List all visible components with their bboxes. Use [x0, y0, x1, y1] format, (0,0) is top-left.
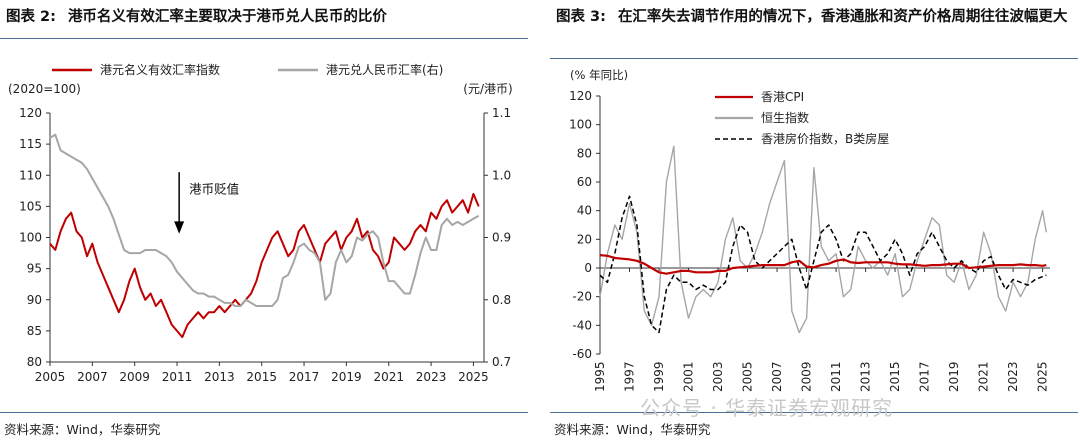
y-left-tick-label: 100 — [19, 231, 42, 245]
left-figure-label: 图表 2: — [6, 9, 56, 25]
x-tick-label: 2007 — [770, 361, 784, 392]
right-title-rule — [550, 58, 1078, 59]
y-right-tick-label: 0.9 — [492, 231, 511, 245]
y-tick-label: 20 — [577, 232, 592, 246]
left-source: 资料来源：Wind，华泰研究 — [4, 422, 161, 437]
y-tick-label: 40 — [577, 204, 592, 218]
x-tick-label: 2019 — [331, 370, 362, 384]
x-tick-label: 2025 — [1036, 361, 1050, 392]
y-right-tick-label: 1.0 — [492, 168, 511, 182]
y-left-tick-label: 115 — [19, 137, 42, 151]
right-source: 资料来源：Wind，华泰研究 — [554, 422, 711, 437]
x-tick-label: 2005 — [741, 361, 755, 392]
right-chart: -60 -40 -20 0 20 40 60 80 100 120 1995 1997 1999 2001… — [569, 68, 1050, 392]
x-tick-label: 2019 — [947, 361, 961, 392]
left-figure-title: 图表 2: 港币名义有效汇率主要取决于港币兑人民币的比价 — [6, 6, 521, 28]
annotation-label: 港币贬值 — [189, 182, 239, 197]
x-tick-label: 1995 — [593, 361, 607, 392]
x-tick-label: 2023 — [1006, 361, 1020, 392]
x-tick-label: 2007 — [77, 370, 108, 384]
y-tick-label: 100 — [569, 118, 592, 132]
x-tick-label: 2009 — [800, 361, 814, 392]
left-figure-caption: 港币名义有效汇率主要取决于港币兑人民币的比价 — [67, 9, 387, 25]
x-tick-label: 2021 — [373, 370, 404, 384]
left-title-rule — [0, 38, 528, 39]
y-tick-label: -40 — [572, 318, 592, 332]
y-tick-label: 0 — [584, 261, 592, 275]
legend-label-property: 香港房价指数，B类房屋 — [761, 131, 889, 146]
y-left-tick-label: 85 — [27, 324, 42, 338]
annotation-arrow-head — [174, 221, 185, 234]
y-right-tick-label: 0.7 — [492, 355, 511, 369]
x-tick-label: 2025 — [458, 370, 489, 384]
left-chart: 80 85 90 95 100 105 110 115 120 0.7 0.8 0.9 1.0 1.1 20… — [8, 62, 513, 384]
x-tick-label: 2009 — [119, 370, 150, 384]
x-tick-label: 1997 — [623, 361, 637, 392]
series-line-hkdcny — [49, 133, 480, 307]
x-tick-label: 2011 — [162, 370, 193, 384]
right-figure-title: 图表 3: 在汇率失去调节作用的情况下，香港通胀和资产价格周期往往波幅更大 — [556, 6, 1071, 28]
x-tick-label: 2021 — [977, 361, 991, 392]
y-left-tick-label: 80 — [27, 355, 42, 369]
x-tick-label: 2003 — [711, 361, 725, 392]
y-left-tick-label: 95 — [27, 262, 42, 276]
right-source-rule — [550, 412, 1078, 413]
x-tick-label: 2017 — [289, 370, 320, 384]
y-tick-label: 60 — [577, 175, 592, 189]
x-tick-label: 2013 — [859, 361, 873, 392]
x-tick-label: 2023 — [416, 370, 447, 384]
left-axis-unit: (2020=100) — [8, 82, 81, 96]
axis-unit: (% 年同比) — [570, 68, 628, 82]
y-left-tick-label: 120 — [19, 106, 42, 120]
left-source-rule — [0, 412, 528, 413]
legend-label-hsi: 恒生指数 — [761, 110, 809, 125]
y-tick-label: -20 — [572, 290, 592, 304]
legend-label-hkdcny: 港元兑人民币汇率(右) — [326, 62, 443, 77]
right-figure-label: 图表 3: — [556, 9, 606, 25]
x-tick-label: 2005 — [35, 370, 66, 384]
x-tick-label: 2015 — [246, 370, 277, 384]
series-line-property — [599, 195, 1047, 334]
series-line-hsi — [599, 145, 1047, 334]
y-tick-label: 120 — [569, 89, 592, 103]
x-tick-label: 2015 — [888, 361, 902, 392]
y-left-tick-label: 90 — [27, 293, 42, 307]
y-right-tick-label: 1.1 — [492, 106, 511, 120]
legend-label-neer: 港元名义有效汇率指数 — [100, 62, 220, 77]
y-left-tick-label: 105 — [19, 199, 42, 213]
y-left-tick-label: 110 — [19, 168, 42, 182]
x-tick-label: 2001 — [682, 361, 696, 392]
y-right-tick-label: 0.8 — [492, 293, 511, 307]
series-line-neer — [49, 192, 480, 339]
right-axis-unit: (元/港币) — [463, 82, 512, 96]
left-figure: 图表 2: 港币名义有效汇率主要取决于港币兑人民币的比价 80 85 90 95 100 1… — [0, 0, 530, 443]
y-tick-label: 80 — [577, 146, 592, 160]
x-tick-label: 2013 — [204, 370, 235, 384]
x-tick-label: 2011 — [829, 361, 843, 392]
right-figure: 图表 3: 在汇率失去调节作用的情况下，香港通胀和资产价格周期往往波幅更大 -60… — [550, 0, 1080, 443]
x-tick-label: 2017 — [918, 361, 932, 392]
x-tick-label: 1999 — [652, 361, 666, 392]
right-figure-caption: 在汇率失去调节作用的情况下，香港通胀和资产价格周期往往波幅更大 — [617, 9, 1068, 25]
y-tick-label: -60 — [572, 347, 592, 361]
series-line-cpi — [599, 254, 1047, 275]
legend-label-cpi: 香港CPI — [761, 90, 804, 104]
watermark: 公众号 · 华泰证券宏观研究 — [640, 396, 894, 420]
